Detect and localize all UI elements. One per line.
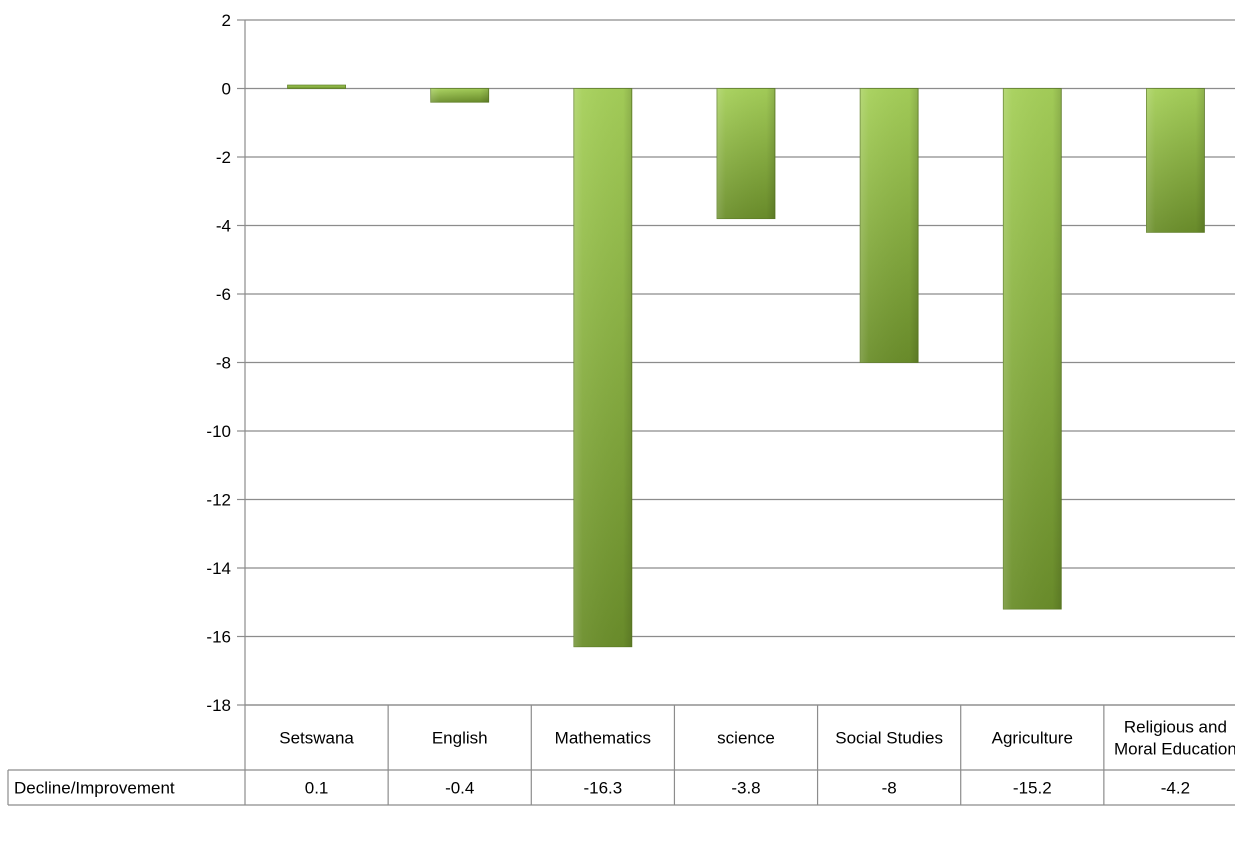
bar (287, 84, 346, 89)
category-label: Setswana (279, 729, 354, 748)
bar (1146, 88, 1205, 233)
data-label: -8 (882, 779, 897, 798)
bar (859, 88, 919, 363)
table-row-header: Decline/Improvement (14, 779, 175, 798)
y-axis: 2 0 -2 -4 -6 -8 -10 -12 -14 -16 -18 (206, 11, 246, 805)
y-tick-label: 2 (222, 11, 231, 30)
y-tick-label: -14 (206, 559, 231, 578)
y-tick-label: 0 (222, 80, 231, 99)
category-label: Agriculture (992, 729, 1073, 748)
y-tick-label: -8 (216, 354, 231, 373)
category-label: English (432, 729, 488, 748)
y-tick-label: -2 (216, 148, 231, 167)
y-tick-label: -10 (206, 422, 231, 441)
category-label: Religious and Moral Education (1114, 718, 1235, 759)
bar (573, 88, 633, 648)
bar-rect (287, 84, 346, 89)
category-label: Mathematics (555, 729, 651, 748)
y-tick-label: -18 (206, 696, 231, 715)
bars (287, 84, 1205, 648)
bar-sheen (573, 88, 632, 647)
data-label: -15.2 (1013, 779, 1052, 798)
bar (716, 88, 776, 220)
y-tick-label: -4 (216, 217, 231, 236)
data-label: -4.2 (1161, 779, 1190, 798)
bar-sheen (430, 88, 489, 103)
y-tick-label: -6 (216, 285, 231, 304)
category-label: Social Studies (835, 729, 943, 748)
bar (1002, 88, 1062, 610)
category-label: science (717, 729, 775, 748)
y-tick-label: -12 (206, 491, 231, 510)
bar-sheen (717, 88, 775, 219)
y-tick-label: -16 (206, 628, 231, 647)
data-label: -0.4 (445, 779, 474, 798)
data-table: Setswana English Mathematics science Social … (7, 704, 1235, 806)
data-label: 0.1 (305, 779, 329, 798)
data-label: -16.3 (583, 779, 622, 798)
bar (430, 88, 490, 103)
bar-sheen (860, 88, 919, 363)
data-label: -3.8 (731, 779, 760, 798)
bar-sheen (1146, 88, 1205, 233)
bar-sheen (1003, 88, 1062, 610)
